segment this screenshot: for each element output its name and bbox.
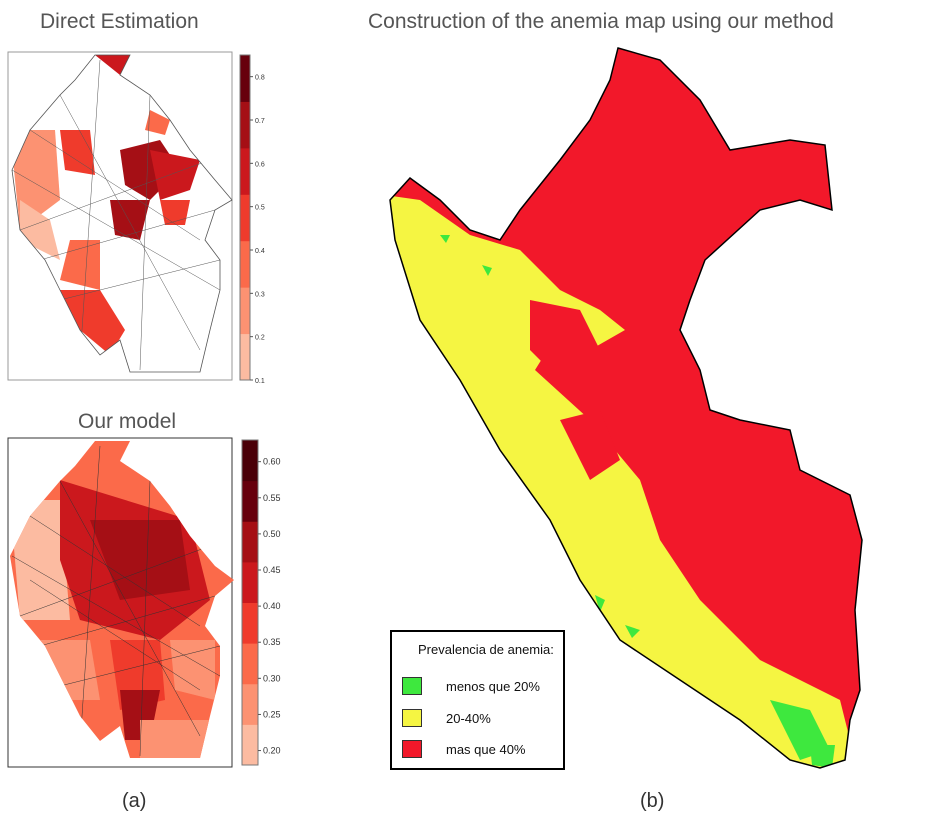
colorbar-band — [242, 683, 258, 725]
legend-item-low: menos que 20% — [402, 675, 540, 697]
colorbar-band — [240, 287, 250, 335]
colorbar-tick-label: 0.4 — [255, 248, 265, 255]
colorbar-tick-label: 0.20 — [263, 746, 281, 756]
colorbar-band — [240, 240, 250, 288]
colorbar-tick-label: 0.3 — [255, 291, 265, 298]
colorbar-band — [240, 147, 250, 195]
colorbar-tick-label: 0.5 — [255, 205, 265, 212]
anemia-legend: Prevalencia de anemia: menos que 20% 20-… — [390, 630, 565, 770]
colorbar-band — [242, 521, 258, 563]
colorbar-frame — [239, 54, 251, 381]
top-colorbar: 0.1 0.2 0.3 0.4 0.5 0.6 0.7 0.8 — [239, 54, 265, 385]
peru-outline — [389, 47, 863, 769]
colorbar-tick-label: 0.1 — [255, 378, 265, 385]
legend-swatch-yellow — [402, 709, 422, 727]
legend-item-high: mas que 40% — [402, 738, 526, 760]
colorbar-tick-label: 0.60 — [263, 457, 281, 467]
legend-title: Prevalencia de anemia: — [418, 642, 554, 657]
direct-estimation-title: Direct Estimation — [40, 10, 199, 33]
colorbar-tick-label: 0.55 — [263, 493, 281, 503]
colorbar-band — [242, 440, 258, 482]
colorbar-band — [242, 643, 258, 685]
colorbar-band — [240, 333, 250, 381]
legend-swatch-red — [402, 740, 422, 758]
caption-a: (a) — [122, 790, 147, 812]
legend-item-mid: 20-40% — [402, 707, 491, 729]
colorbar-tick-label: 0.45 — [263, 565, 281, 575]
colorbar-frame — [241, 439, 259, 766]
colorbar-band — [240, 194, 250, 242]
colorbar-band — [242, 724, 258, 766]
colorbar-band — [240, 55, 250, 102]
legend-label: mas que 40% — [446, 741, 526, 757]
colorbar-band — [242, 480, 258, 522]
colorbar-tick-label: 0.50 — [263, 529, 281, 539]
colorbar-tick-label: 0.8 — [255, 75, 265, 82]
colorbar-tick-label: 0.2 — [255, 335, 265, 342]
colorbar-tick-label: 0.40 — [263, 601, 281, 611]
anemia-map-title: Construction of the anemia map using our… — [368, 10, 834, 33]
colorbar-tick-label: 0.6 — [255, 161, 265, 168]
colorbar-tick-label: 0.30 — [263, 673, 281, 683]
colorbar-tick-label: 0.35 — [263, 637, 281, 647]
legend-swatch-green — [402, 677, 422, 695]
our-model-title: Our model — [78, 410, 177, 433]
colorbar-band — [240, 101, 250, 149]
legend-label: menos que 20% — [446, 678, 540, 694]
colorbar-band — [242, 602, 258, 644]
colorbar-tick-label: 0.25 — [263, 709, 281, 719]
caption-b: (b) — [640, 790, 665, 812]
colorbar-tick-label: 0.7 — [255, 118, 265, 125]
colorbar-band — [242, 561, 258, 603]
bottom-colorbar: 0.20 0.25 0.30 0.35 0.40 0.45 0.50 0.55 0.60 — [241, 439, 281, 766]
legend-label: 20-40% — [446, 710, 491, 726]
